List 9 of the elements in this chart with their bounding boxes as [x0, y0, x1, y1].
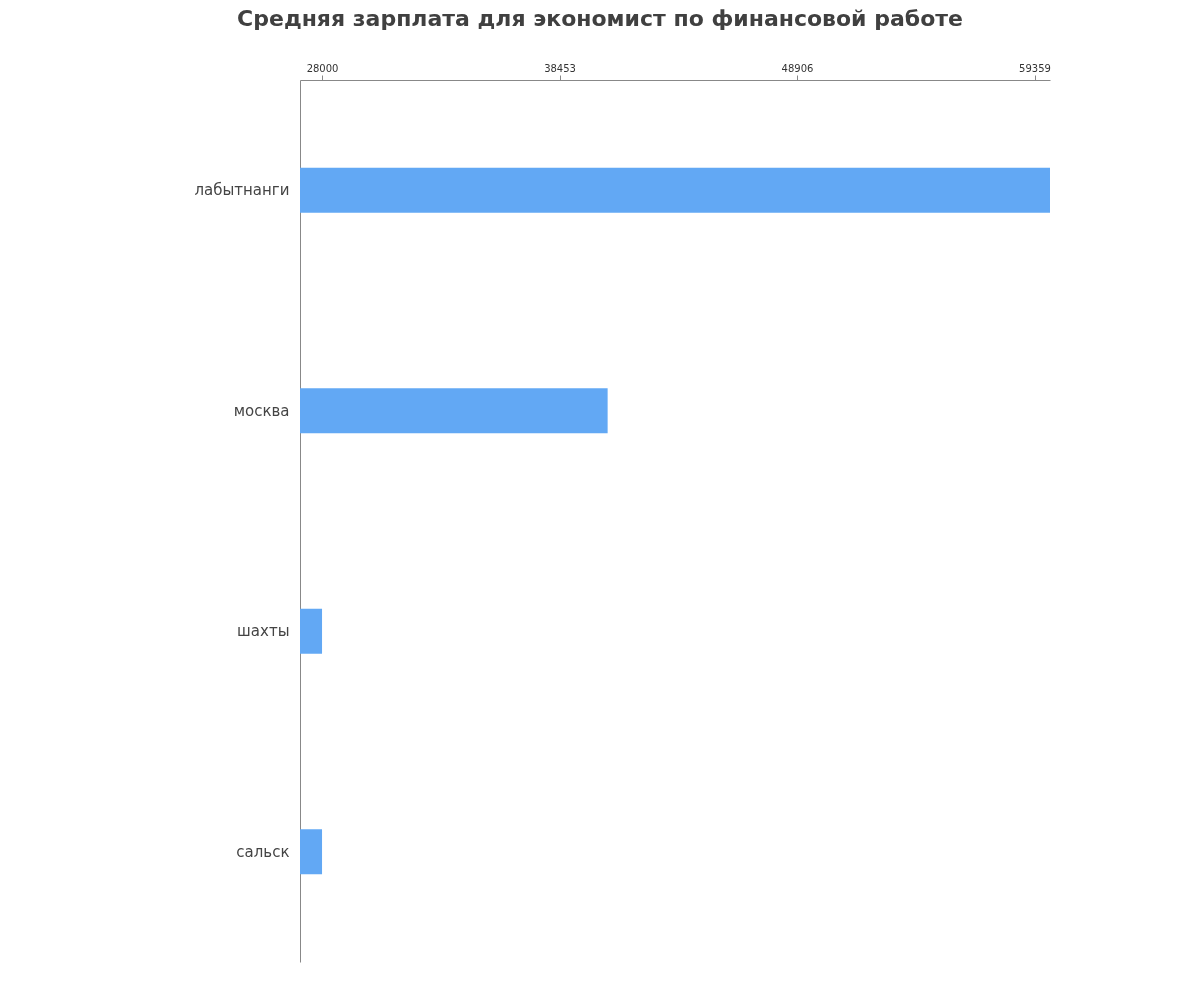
y-tick-label: москва — [233, 401, 290, 420]
y-tick-label: лабытнанги — [194, 181, 290, 200]
y-tick-label: сальск — [236, 842, 290, 861]
chart-title: Средняя зарплата для экономист по финансовой работе — [237, 6, 963, 31]
x-tick-label: 28000 — [306, 62, 339, 74]
y-tick-label: шахты — [237, 622, 290, 641]
x-tick-label: 59359 — [1019, 62, 1051, 74]
x-tick-label: 48906 — [781, 62, 814, 74]
x-tick-label: 38453 — [544, 62, 576, 74]
